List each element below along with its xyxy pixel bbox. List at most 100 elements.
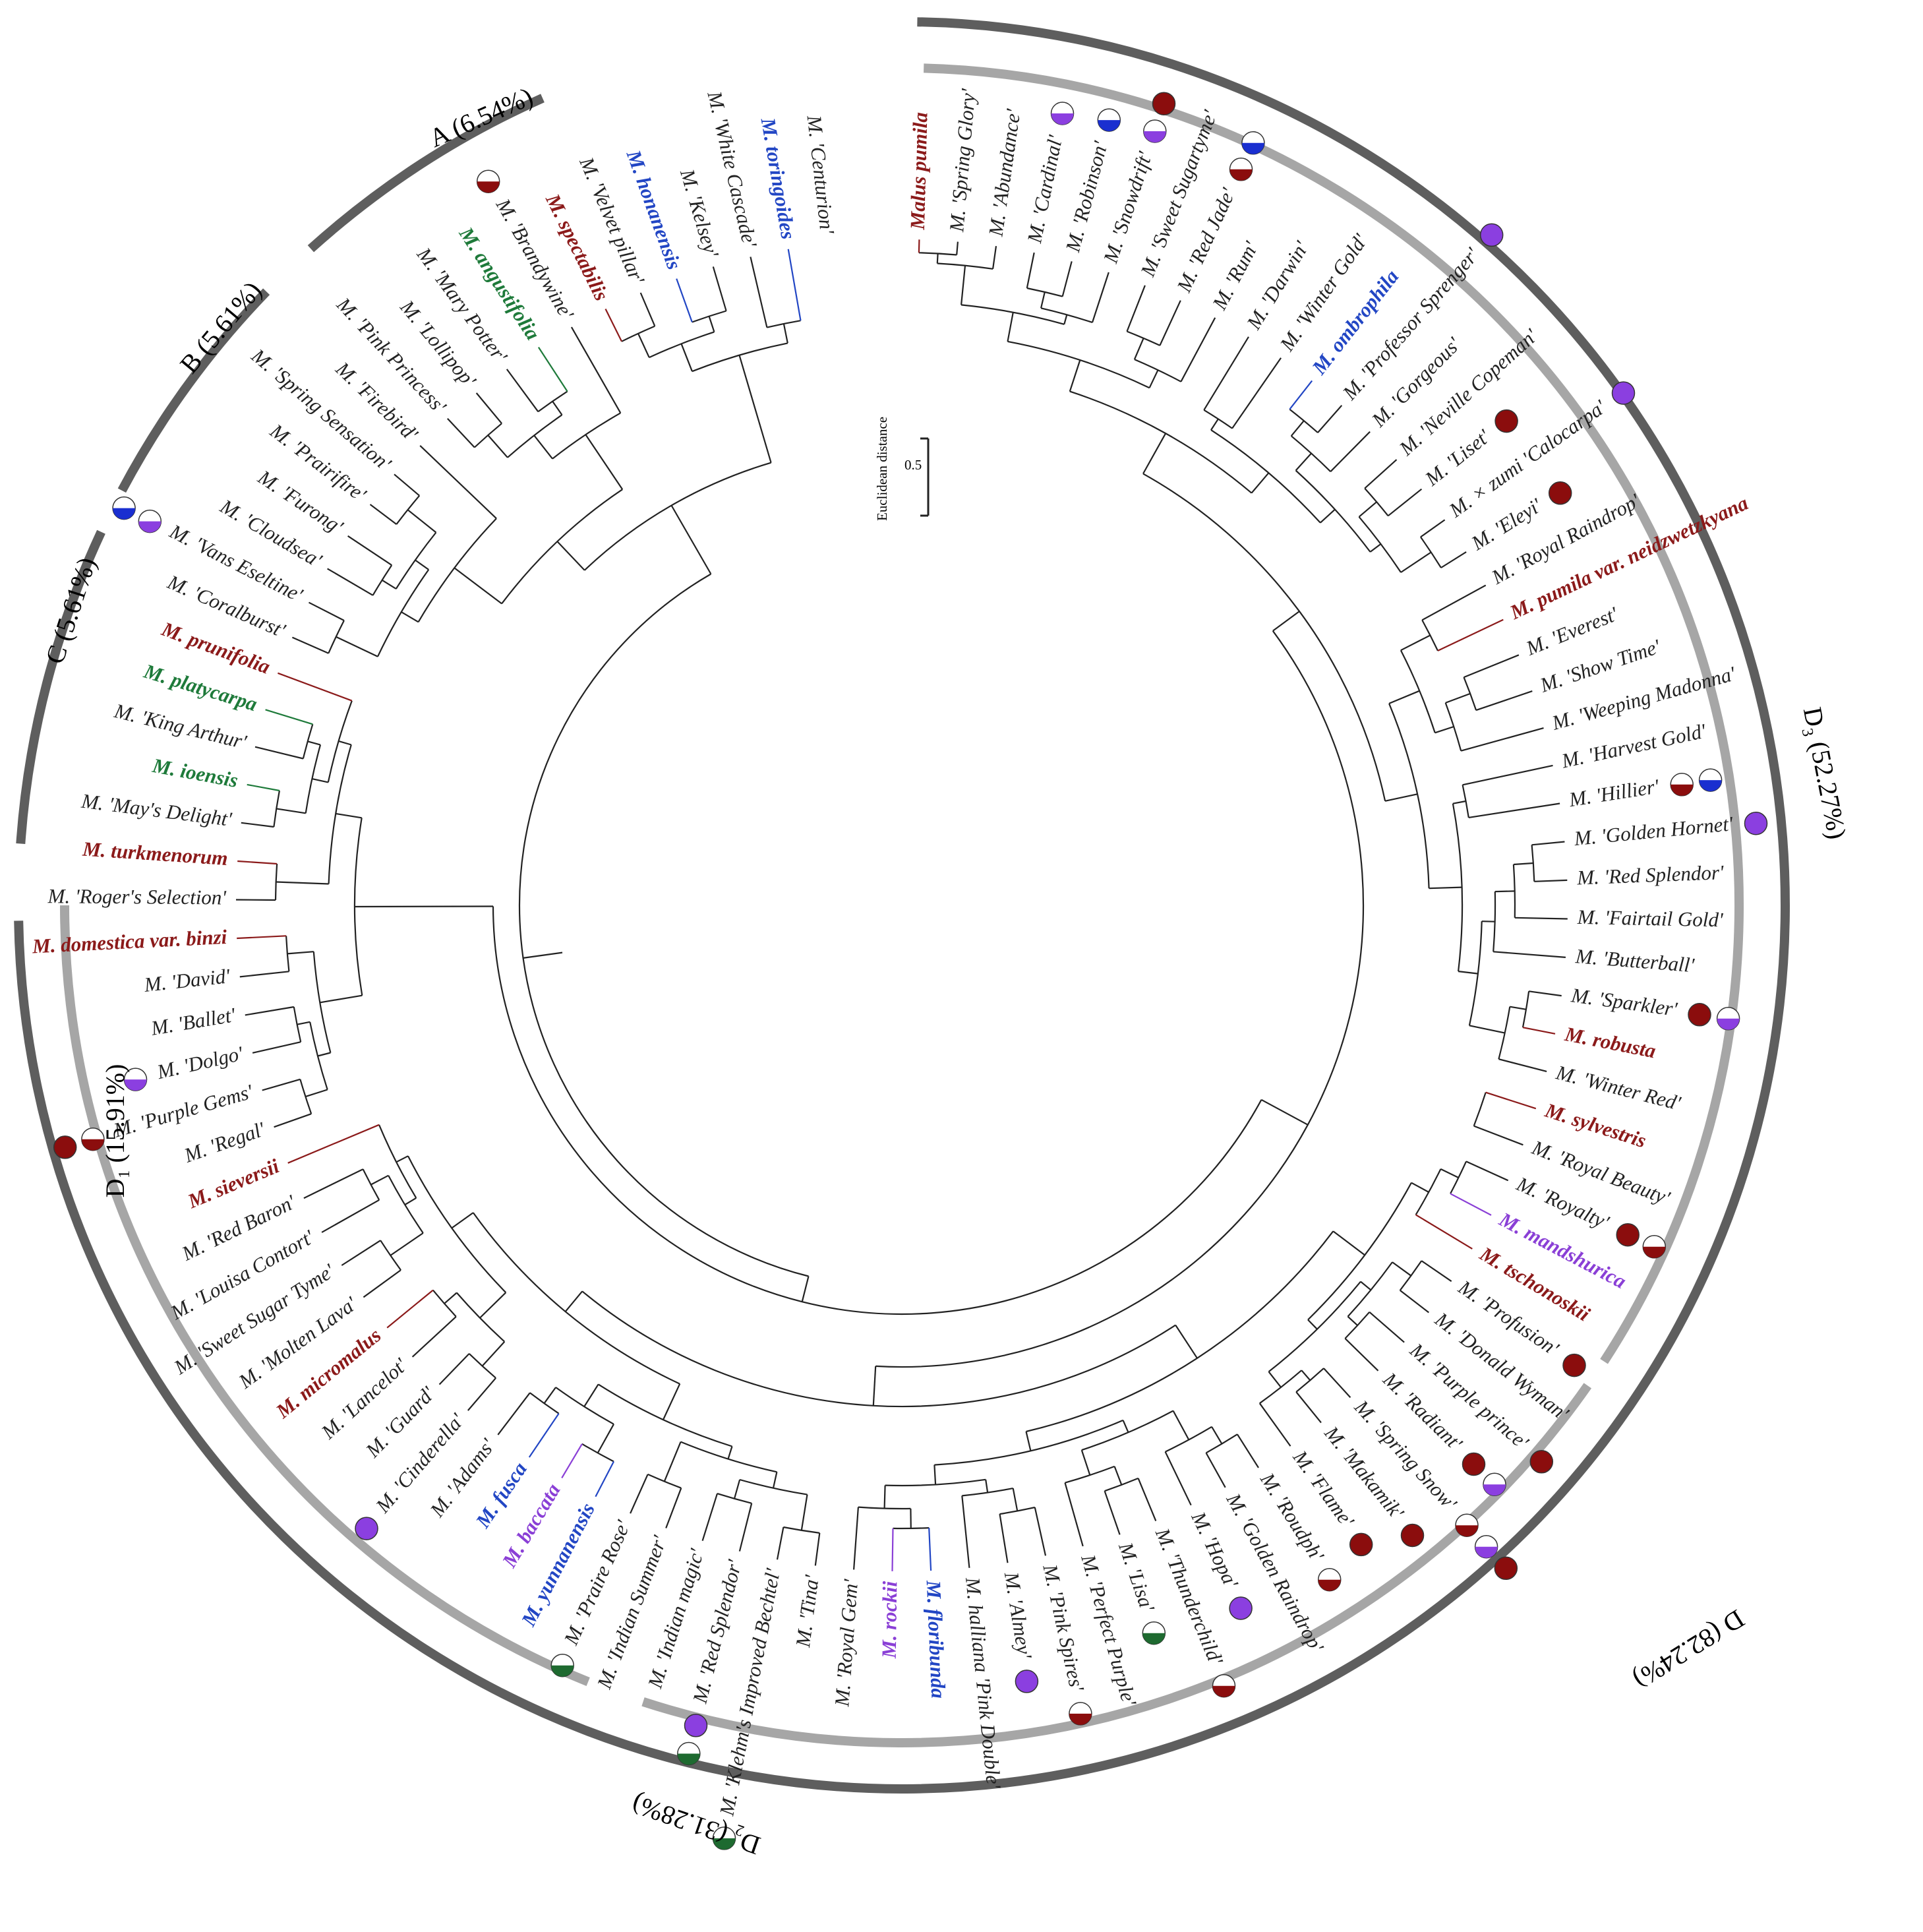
branch-line: [853, 1507, 859, 1570]
branch-line: [1203, 336, 1249, 411]
branch-line: [303, 1168, 364, 1199]
branch-line: [237, 860, 278, 865]
red-half-circle-icon: [1642, 1235, 1667, 1259]
arc-B: [117, 288, 270, 493]
red-half-circle-icon: [1317, 1567, 1342, 1592]
red-full-circle-icon: [1688, 1003, 1711, 1027]
cultivar-label: M. 'Spring Glory': [945, 87, 980, 233]
red-full-circle-icon: [1494, 1556, 1518, 1581]
branch-arc: [378, 1124, 417, 1199]
branch-line: [663, 1441, 682, 1482]
tree-branches: [235, 239, 1568, 1571]
red-half-circle-icon: [1670, 773, 1694, 797]
purple-full-circle-icon: [1611, 381, 1636, 405]
branch-arc: [492, 906, 1262, 1315]
species-label: M. floribunda: [922, 1579, 951, 1699]
branch-line: [297, 1021, 311, 1025]
species-label: M. toringoides: [756, 115, 800, 241]
branch-line: [254, 746, 304, 760]
branch-line: [533, 435, 553, 460]
branch-line: [712, 266, 727, 311]
red-full-circle-icon: [1400, 1523, 1425, 1548]
scale-bar-value: 0.5: [904, 457, 922, 473]
branch-line: [670, 504, 712, 575]
purple-half-circle-icon: [1050, 102, 1075, 125]
arc-D1: [60, 905, 590, 1686]
branch-line: [312, 778, 329, 783]
branch-arc: [1364, 487, 1389, 516]
purple-half-circle-icon: [1474, 1534, 1498, 1559]
branch-line: [1411, 1182, 1429, 1193]
cultivar-label: M. 'Tina': [791, 1573, 823, 1649]
branch-arc: [327, 700, 353, 783]
branch-line: [1295, 452, 1312, 471]
branch-line: [265, 709, 313, 725]
branch-line: [1369, 543, 1382, 553]
branch-line: [247, 783, 280, 792]
branch-line: [446, 417, 475, 448]
cultivar-label: M. 'Regal': [181, 1117, 269, 1167]
clade-label-D: D (82.24%): [1628, 1604, 1750, 1695]
branch-line: [276, 808, 306, 814]
branch-line: [1469, 1025, 1505, 1034]
branch-line: [595, 1461, 614, 1497]
branch-line: [1458, 971, 1479, 975]
branch-line: [1026, 252, 1035, 289]
branch-line: [1061, 261, 1073, 297]
branch-line: [396, 1155, 409, 1163]
branch-line: [291, 636, 329, 654]
branch-arc: [353, 818, 363, 996]
red-full-circle-icon: [1529, 1450, 1554, 1474]
branch-line: [1290, 420, 1305, 437]
branch-line: [1148, 369, 1159, 388]
branch-line: [1369, 1311, 1405, 1343]
branch-line: [415, 559, 429, 570]
branch-line: [1510, 1006, 1527, 1010]
branch-line: [1388, 690, 1420, 704]
branch-line: [583, 1383, 599, 1407]
branch-line: [961, 1495, 970, 1568]
branch-line: [1301, 1370, 1311, 1381]
blue-half-circle-icon: [1097, 108, 1121, 132]
branch-line: [1323, 1368, 1351, 1399]
branch-line: [1034, 1507, 1047, 1556]
branch-line: [787, 249, 802, 321]
cultivar-label: M. 'Lisa': [1114, 1539, 1160, 1615]
branch-line: [1421, 584, 1487, 621]
branch-line: [386, 1289, 434, 1329]
branch-line: [1452, 800, 1466, 804]
branch-arc: [472, 1212, 680, 1385]
branch-line: [1465, 1161, 1509, 1182]
branch-line: [561, 1443, 583, 1478]
branch-line: [1289, 380, 1313, 410]
branch-line: [1445, 692, 1471, 704]
branch-line: [665, 1488, 682, 1528]
branch-line: [1251, 472, 1270, 494]
branch-line: [564, 1290, 583, 1312]
branch-line: [750, 257, 768, 328]
branch-line: [1040, 291, 1046, 309]
clade-label-C: C (5.61%): [40, 554, 102, 667]
cultivar-label: M. 'May's Delight': [80, 789, 234, 831]
branch-arc: [1473, 1092, 1487, 1126]
branch-line: [1064, 1482, 1084, 1547]
branch-arc: [739, 1478, 808, 1495]
branch-line: [637, 333, 650, 358]
purple-full-circle-icon: [684, 1714, 708, 1737]
branch-line: [738, 355, 772, 464]
scale-bar: 0.5 Euclidean distance: [874, 417, 930, 521]
branch-line: [336, 636, 378, 657]
branch-line: [336, 812, 362, 819]
cultivar-label: M. 'Ballet': [149, 1003, 238, 1040]
purple-full-circle-icon: [1479, 223, 1504, 247]
branch-line: [1330, 431, 1371, 472]
branch-line: [1473, 1125, 1524, 1146]
green-half-circle-icon: [1142, 1621, 1166, 1645]
branch-line: [537, 346, 568, 392]
red-full-circle-icon: [1548, 481, 1572, 505]
purple-full-circle-icon: [1229, 1596, 1253, 1620]
purple-half-circle-icon: [138, 509, 162, 533]
branch-arc: [1007, 340, 1150, 389]
arc-D3: [924, 63, 1744, 1364]
branch-line: [1344, 1338, 1379, 1372]
